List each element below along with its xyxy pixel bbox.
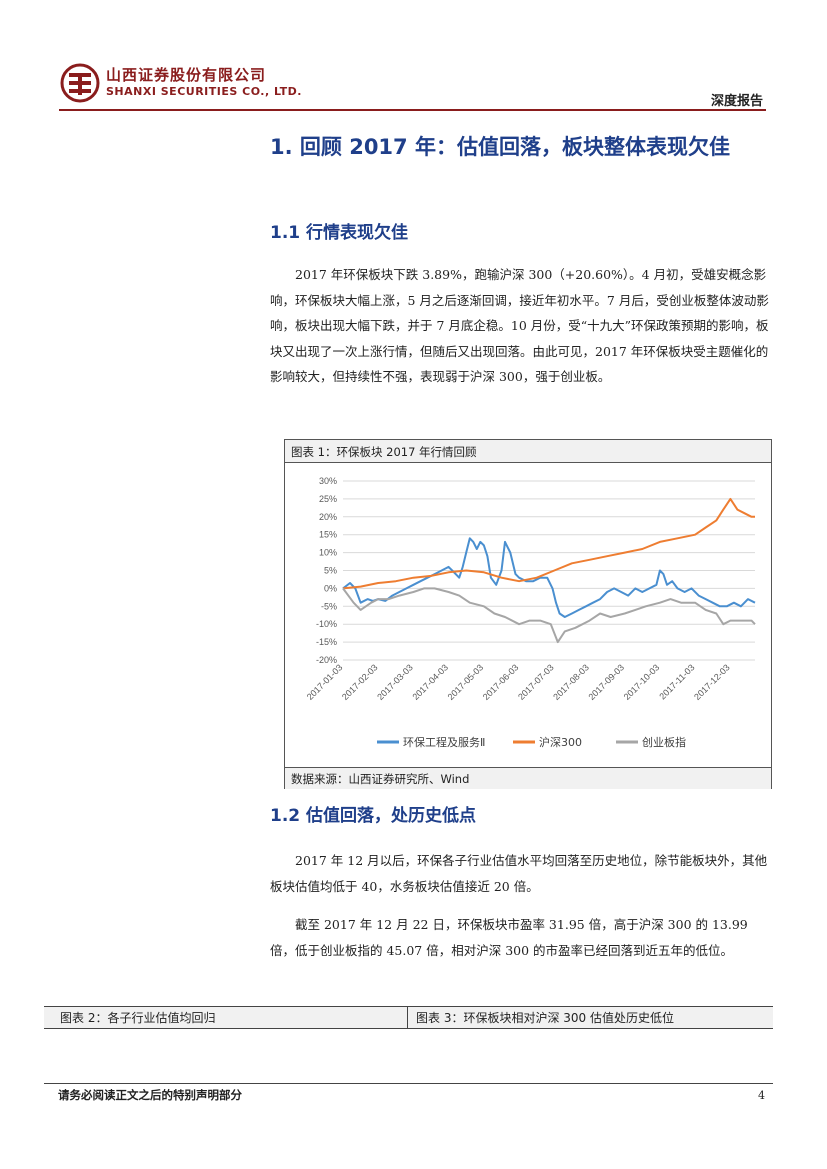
legend-label-2: 沪深300: [539, 735, 582, 749]
figure-1: 图表 1：环保板块 2017 年行情回顾 30% 25% 20% 15% 10% 5% 0%…: [284, 439, 772, 789]
figure-caption-bar: [44, 1006, 773, 1029]
y-tick-label: 20%: [319, 512, 337, 522]
series-line-3: [342, 587, 756, 644]
x-tick-label: 2017-06-03: [481, 662, 521, 702]
figure-2-caption: 图表 2：各子行业估值均回归: [60, 1011, 216, 1025]
y-tick-label: -15%: [316, 637, 337, 647]
paragraph-valuation-2: 截至 2017 年 12 月 22 日，环保板块市盈率 31.95 倍，高于沪深…: [270, 917, 748, 958]
x-tick-label: 2017-11-03: [657, 662, 696, 701]
report-type-label: 深度报告: [710, 94, 763, 109]
header-divider: [59, 109, 766, 111]
x-tick-label: 2017-02-03: [340, 662, 380, 702]
legend-label-3: 创业板指: [642, 735, 686, 749]
y-tick-label: 10%: [319, 548, 337, 558]
section-title: 1. 回顾 2017 年：估值回落，板块整体表现欠佳: [270, 135, 730, 159]
series-line-2: [342, 497, 755, 590]
paragraph-valuation-1: 2017 年 12 月以后，环保各子行业估值水平均回落至历史地位，除节能板块外，…: [270, 853, 768, 894]
legend-label-1: 环保工程及服务Ⅱ: [403, 735, 485, 749]
y-tick-label: 5%: [324, 566, 337, 576]
figure-1-source-bar: 数据来源：山西证券研究所、Wind: [285, 767, 771, 789]
x-tick-label: 2017-10-03: [622, 662, 662, 702]
company-logo: [60, 63, 100, 103]
line-chart: 30%25%20%15%10%5%0%-5%-10%-15%-20%2017-0…: [305, 476, 756, 749]
x-tick-label: 2017-05-03: [446, 662, 486, 702]
y-tick-label: 15%: [319, 530, 337, 540]
subsection-title-1: 1.1 行情表现欠佳: [270, 223, 409, 243]
x-tick-label: 2017-09-03: [586, 662, 626, 702]
company-name-cn: 山西证券股份有限公司: [106, 66, 267, 84]
figure-1-title: 图表 1：环保板块 2017 年行情回顾: [291, 445, 477, 459]
caption-divider: [407, 1006, 408, 1028]
x-tick-label: 2017-04-03: [410, 662, 450, 702]
x-tick-label: 2017-08-03: [551, 662, 591, 702]
paragraph-market-review: 2017 年环保板块下跌 3.89%，跑输沪深 300（+20.60%）。4 月…: [270, 267, 769, 384]
figure-1-source: 数据来源：山西证券研究所、Wind: [291, 772, 470, 786]
x-tick-label: 2017-01-03: [305, 662, 345, 702]
y-tick-label: -20%: [316, 655, 337, 665]
y-tick-label: 30%: [319, 476, 337, 486]
x-tick-label: 2017-03-03: [375, 662, 415, 702]
y-tick-label: 25%: [319, 494, 337, 504]
figure-3-caption: 图表 3：环保板块相对沪深 300 估值处历史低位: [416, 1011, 674, 1025]
x-tick-label: 2017-07-03: [516, 662, 556, 702]
figure-1-title-bar: 图表 1：环保板块 2017 年行情回顾: [285, 440, 771, 463]
series-line-1: [342, 537, 756, 618]
y-tick-label: -10%: [316, 619, 337, 629]
footer-disclaimer: 请务必阅读正文之后的特别声明部分: [58, 1088, 242, 1102]
subsection-title-2: 1.2 估值回落，处历史低点: [270, 806, 477, 826]
y-tick-label: 0%: [324, 583, 337, 593]
x-tick-label: 2017-12-03: [692, 662, 732, 702]
company-name-en: SHANXI SECURITIES CO., LTD.: [106, 85, 302, 98]
y-tick-label: -5%: [321, 601, 337, 611]
page-number: 4: [758, 1089, 765, 1102]
footer-divider: [44, 1083, 773, 1084]
